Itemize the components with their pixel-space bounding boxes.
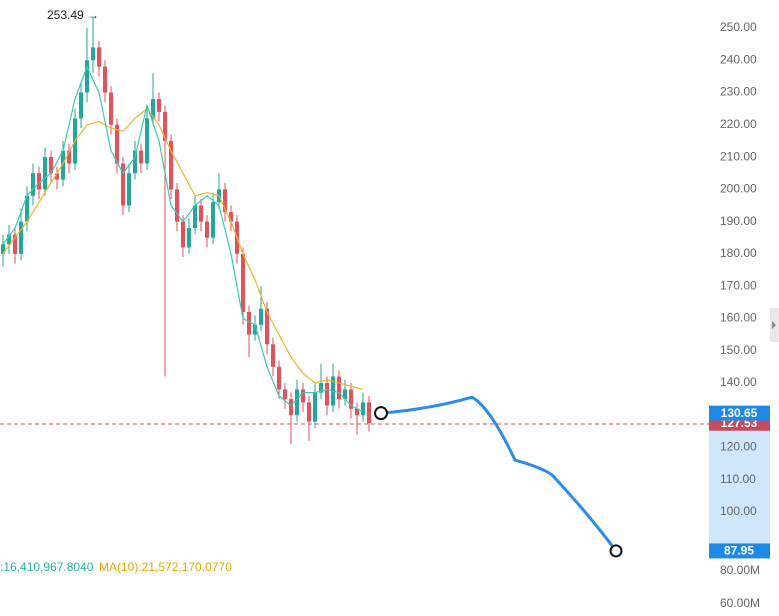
projection-start-tag-box [709,405,770,421]
candle-body [283,389,287,400]
candle-body [271,344,275,367]
volume-label: 60.00M [720,596,760,610]
candle-body [169,140,173,190]
candle-body [97,47,101,67]
candle-body [349,389,353,409]
candle-body [307,402,311,422]
candle-body [37,173,41,190]
price-tick-label: 150.00 [720,343,757,357]
candle-body [121,163,125,206]
price-tick-label: 140.00 [720,375,757,389]
price-tick-label: 100.00 [720,504,757,518]
price-tick-label: 240.00 [720,52,757,66]
projection-start-tag: 130.65 [721,406,758,420]
ma5-text: :16,410,967.8040 [0,560,94,574]
candle-body [31,173,35,196]
candle-body [289,399,293,416]
candle-body [253,324,257,335]
candle-body [55,173,59,180]
price-tick-label: 170.00 [720,278,757,292]
price-tick-label: 230.00 [720,85,757,99]
candle-body [19,221,23,254]
candle-body [187,228,191,248]
candle-body [79,92,83,119]
candle-body [193,205,197,229]
candle-body [199,205,203,222]
price-tick-label: 180.00 [720,246,757,260]
candle-body [295,389,299,416]
candle-body [7,234,11,245]
price-tick-label: 220.00 [720,117,757,131]
projection-end-point [609,544,623,558]
candle-body [91,47,95,61]
candle-body [181,221,185,248]
candle-body [247,311,251,335]
candle-body [223,189,227,212]
candle-body [343,389,347,400]
candle-body [163,111,167,141]
moving-average [2,65,364,413]
candle-body [1,244,5,254]
candle-body [115,124,119,164]
projection-range [709,406,770,558]
candle-body [211,202,215,238]
candle-body [151,98,155,119]
candle-body [319,382,323,393]
price-tick-label: 190.00 [720,214,757,228]
candle-body [127,173,131,206]
price-tick-label: 120.00 [720,440,757,454]
price-tick-label: 200.00 [720,182,757,196]
candle-body [109,92,113,125]
candle-body [157,98,161,112]
side-tab-arrow [772,321,776,329]
projection-end-tag: 87.95 [724,544,754,558]
peak-label: 253.49 → [47,8,99,22]
candle-body [313,392,317,422]
candle-body [259,308,263,325]
candle-body [175,189,179,222]
candle-body [205,221,209,238]
candle-body [367,402,371,424]
candle-body [355,408,359,416]
moving-average [2,107,364,391]
candle-body [265,308,269,345]
candle-body [133,150,137,174]
price-tick-label: 160.00 [720,311,757,325]
candle-body [241,253,245,312]
candle-body [103,66,107,93]
price-tick-label: 110.00 [720,472,756,486]
ma10-text: MA(10):21,572,170.0770 [99,560,232,574]
candle-body [85,60,89,93]
candle-body [337,376,341,400]
candle-body [67,150,71,164]
candle-body [61,150,65,180]
candle-body [277,366,281,390]
price-tick-label: 210.00 [720,149,757,163]
candle-body [301,389,305,403]
candle-body [43,157,47,190]
candle-body [361,402,365,416]
price-tick-label: 250.00 [720,20,757,34]
projection-start-point [374,406,388,421]
candle-body [325,382,329,406]
candle-body [145,118,149,164]
candle-body [229,211,233,222]
volume-label: 80.00M [720,563,760,577]
candle-body [49,157,53,174]
candle-body [25,195,29,222]
candle-body [139,150,143,164]
projection-end-tag-box [709,543,770,559]
candle-body [13,234,17,254]
projection-curve [379,395,618,553]
